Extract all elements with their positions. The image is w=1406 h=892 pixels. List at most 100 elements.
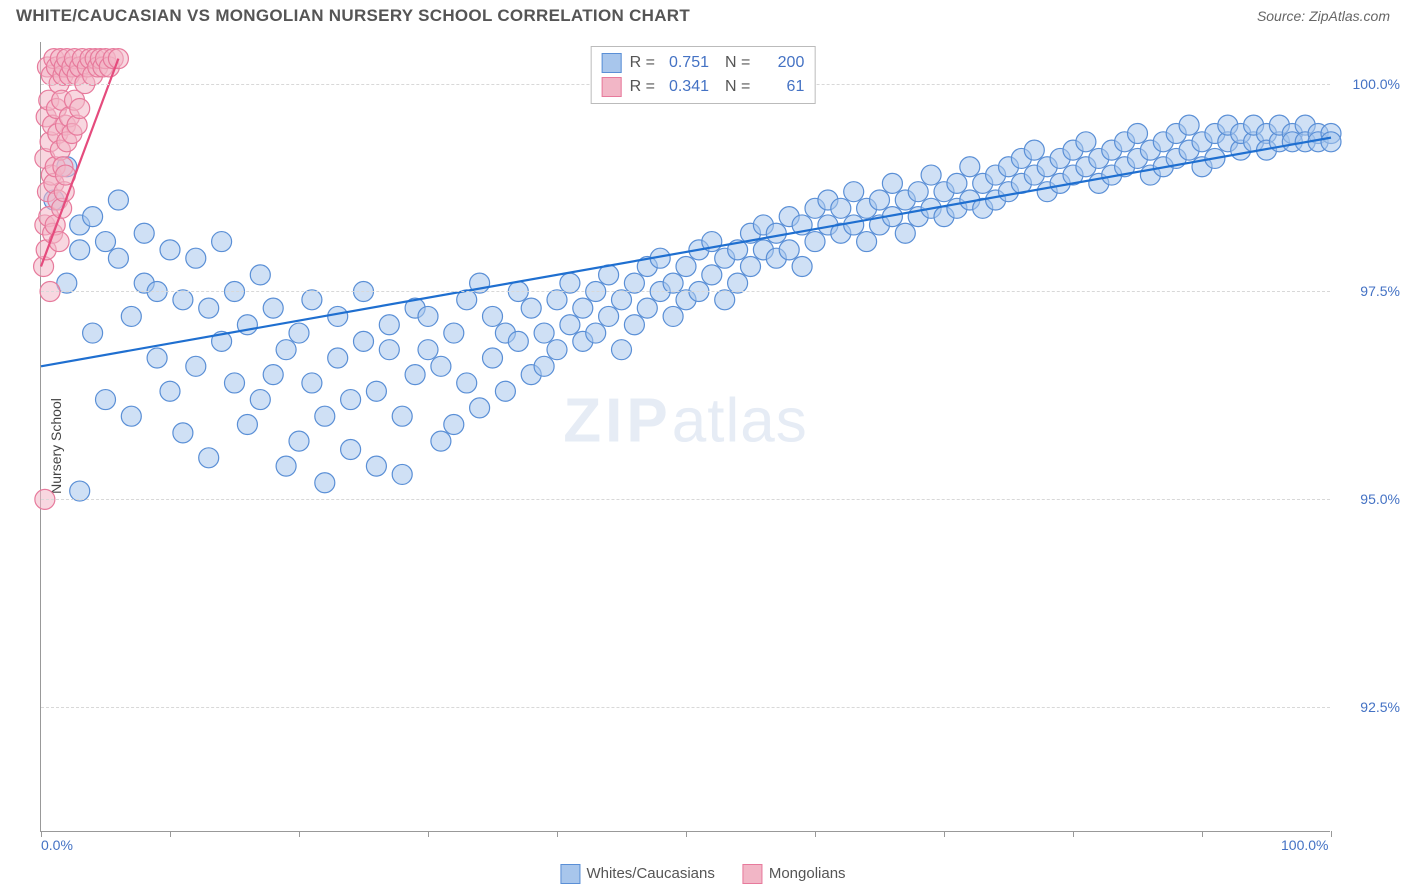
scatter-point xyxy=(276,456,296,476)
stats-legend-row: R = 0.751 N = 200 xyxy=(602,51,805,75)
x-tick xyxy=(686,831,687,837)
scatter-point xyxy=(547,290,567,310)
legend-swatch xyxy=(560,864,580,884)
scatter-point xyxy=(212,232,232,252)
scatter-point xyxy=(418,306,438,326)
scatter-point xyxy=(83,323,103,343)
scatter-point xyxy=(624,315,644,335)
trend-line xyxy=(41,138,1331,367)
scatter-point xyxy=(379,340,399,360)
scatter-point xyxy=(960,157,980,177)
x-tick xyxy=(557,831,558,837)
scatter-point xyxy=(637,298,657,318)
scatter-point xyxy=(534,356,554,376)
scatter-point xyxy=(534,323,554,343)
scatter-point xyxy=(379,315,399,335)
x-tick xyxy=(1073,831,1074,837)
scatter-point xyxy=(186,356,206,376)
scatter-point xyxy=(870,190,890,210)
scatter-point xyxy=(392,406,412,426)
legend-swatch xyxy=(602,53,622,73)
gridline xyxy=(41,291,1330,292)
legend-label: Whites/Caucasians xyxy=(586,865,714,882)
scatter-point xyxy=(405,365,425,385)
y-tick-label: 95.0% xyxy=(1360,491,1400,507)
scatter-point xyxy=(831,198,851,218)
source-prefix: Source: xyxy=(1257,8,1309,24)
scatter-point xyxy=(276,340,296,360)
scatter-point xyxy=(805,232,825,252)
legend-label: Mongolians xyxy=(769,865,846,882)
scatter-point xyxy=(483,348,503,368)
scatter-point xyxy=(392,464,412,484)
scatter-point xyxy=(573,298,593,318)
scatter-point xyxy=(741,257,761,277)
scatter-point xyxy=(160,240,180,260)
scatter-point xyxy=(147,348,167,368)
scatter-point xyxy=(444,415,464,435)
scatter-point xyxy=(83,207,103,227)
scatter-point xyxy=(315,406,335,426)
scatter-point xyxy=(263,365,283,385)
y-tick-label: 100.0% xyxy=(1353,76,1400,92)
chart-source: Source: ZipAtlas.com xyxy=(1257,8,1390,24)
scatter-point xyxy=(108,190,128,210)
scatter-point xyxy=(328,306,348,326)
scatter-point xyxy=(483,306,503,326)
r-label: R = xyxy=(630,51,655,75)
scatter-point xyxy=(121,406,141,426)
scatter-point xyxy=(173,290,193,310)
scatter-point xyxy=(521,298,541,318)
chart-header: WHITE/CAUCASIAN VS MONGOLIAN NURSERY SCH… xyxy=(0,0,1406,30)
scatter-point xyxy=(121,306,141,326)
scatter-point xyxy=(882,173,902,193)
scatter-point xyxy=(728,273,748,293)
scatter-point xyxy=(560,315,580,335)
scatter-point xyxy=(225,373,245,393)
scatter-point xyxy=(1321,132,1341,152)
scatter-point xyxy=(366,456,386,476)
bottom-legend: Whites/Caucasians Mongolians xyxy=(560,864,845,884)
scatter-point xyxy=(1128,123,1148,143)
scatter-point xyxy=(199,298,219,318)
x-tick xyxy=(1331,831,1332,837)
x-tick-label: 100.0% xyxy=(1281,837,1328,853)
scatter-point xyxy=(547,340,567,360)
plot-area: ZIPatlas 92.5%95.0%97.5%100.0%0.0%100.0% xyxy=(40,42,1330,832)
scatter-point xyxy=(250,390,270,410)
scatter-point xyxy=(921,165,941,185)
scatter-point xyxy=(908,182,928,202)
scatter-point xyxy=(702,265,722,285)
scatter-point xyxy=(366,381,386,401)
r-value: 0.751 xyxy=(663,51,709,75)
n-value: 61 xyxy=(758,75,804,99)
scatter-point xyxy=(173,423,193,443)
scatter-point xyxy=(844,182,864,202)
scatter-point xyxy=(302,290,322,310)
scatter-point xyxy=(779,240,799,260)
gridline xyxy=(41,707,1330,708)
scatter-point xyxy=(70,481,90,501)
scatter-point xyxy=(1076,132,1096,152)
scatter-point xyxy=(676,257,696,277)
scatter-point xyxy=(289,431,309,451)
y-tick-label: 92.5% xyxy=(1360,699,1400,715)
scatter-point xyxy=(134,223,154,243)
n-label: N = xyxy=(725,75,750,99)
legend-swatch xyxy=(602,77,622,97)
scatter-point xyxy=(508,331,528,351)
scatter-point xyxy=(431,356,451,376)
gridline xyxy=(41,499,1330,500)
x-tick xyxy=(815,831,816,837)
scatter-point xyxy=(792,257,812,277)
scatter-svg xyxy=(41,42,1330,831)
source-name: ZipAtlas.com xyxy=(1309,8,1390,24)
y-tick-label: 97.5% xyxy=(1360,283,1400,299)
x-tick xyxy=(1202,831,1203,837)
stats-legend: R = 0.751 N = 200R =0.341N = 61 xyxy=(591,46,816,104)
n-label: N = xyxy=(725,51,750,75)
stats-legend-row: R =0.341N = 61 xyxy=(602,75,805,99)
n-value: 200 xyxy=(758,51,804,75)
scatter-point xyxy=(766,223,786,243)
scatter-point xyxy=(108,248,128,268)
